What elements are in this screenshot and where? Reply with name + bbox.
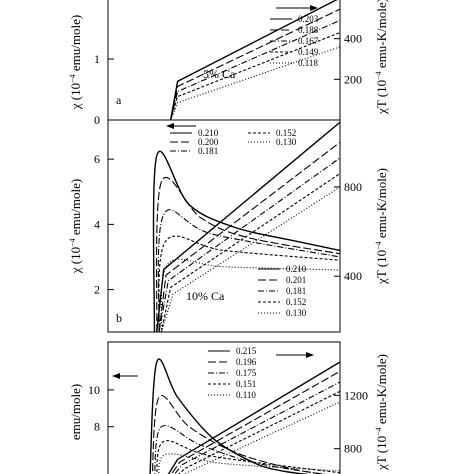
panel-a-chiT-series-2 xyxy=(170,19,340,120)
panel-a-chiT-series-4 xyxy=(170,46,340,120)
legend-label: 0.215 xyxy=(236,346,257,356)
panel-c-chiT-series-3 xyxy=(178,390,340,474)
panel-a-right-tick-label: 200 xyxy=(344,72,362,86)
panel-a-left-tick-label: 1 xyxy=(94,52,100,66)
legend-label: 0.152 xyxy=(286,297,306,307)
panel-a-curves xyxy=(169,0,340,120)
panel-b-left-tick-label: 4 xyxy=(94,217,100,231)
panel-c-curves xyxy=(149,358,340,474)
panel-b-chiT-series-4 xyxy=(160,186,340,332)
legend-label: 0.167 xyxy=(298,36,319,46)
panel-c-chi-series-4 xyxy=(158,453,340,474)
panel-b-left-axis-label: χ (10−4 emu/mole) xyxy=(68,179,83,274)
legend-label: 0.196 xyxy=(236,357,257,367)
legend-label: 0.151 xyxy=(236,379,256,389)
panel-b-right-ticks: 400 800 xyxy=(334,180,362,283)
panel-b-chiT-series-0 xyxy=(156,121,340,332)
panel-b-chiT-series-3 xyxy=(160,173,340,332)
panel-a-arrow-head xyxy=(310,5,318,11)
panel-c-arrow-head xyxy=(112,373,120,379)
panel-c-chiT-series-2 xyxy=(174,381,340,474)
panel-a-left-tick-label: 0 xyxy=(94,113,100,127)
panel-b-arrow-head xyxy=(166,123,174,129)
panel-a-right-ticks: 200 400 xyxy=(334,32,362,86)
legend-label: 0.181 xyxy=(286,286,306,296)
panel-b-right-tick-label: 800 xyxy=(344,180,362,194)
panel-c-right-arrow xyxy=(276,352,314,358)
legend-label: 0.200 xyxy=(198,137,219,147)
panel-b-left-arrow xyxy=(166,123,196,129)
panel-c-right-axis-label: χT (10−4 emu-K/mole) xyxy=(374,354,389,471)
panel-a-right-arrow xyxy=(276,5,318,11)
panel-c-frame xyxy=(107,341,341,474)
legend-label: 0.210 xyxy=(198,128,219,138)
panel-c-chi-series-0 xyxy=(149,358,309,474)
panel-b-plot-area xyxy=(152,121,340,332)
panel-c-left-ticks: 8 10 xyxy=(88,383,114,434)
panel-c-chi-series-3 xyxy=(156,440,340,474)
legend-label: 0.188 xyxy=(298,25,319,35)
legend-label: 0.175 xyxy=(236,368,257,378)
legend-label: 0.110 xyxy=(236,390,256,400)
legend-label: 0.130 xyxy=(276,137,297,147)
panel-c-right-tick-label: 800 xyxy=(344,442,362,456)
panel-b: χ (10−4 emu/mole) χT (10−4 emu-K/mole) b… xyxy=(68,119,389,333)
panel-c-arrow-head-right xyxy=(306,352,314,358)
panel-a-plot-area xyxy=(169,0,340,120)
legend-label: 0.130 xyxy=(286,308,307,318)
legend-label: 0.201 xyxy=(286,275,306,285)
panel-c-left-arrow xyxy=(112,373,138,379)
panel-b-label: b xyxy=(116,311,122,325)
panel-b-left-tick-label: 2 xyxy=(94,283,100,297)
panel-b-right-axis-label: χT (10−4 emu-K/mole) xyxy=(374,168,389,285)
panel-a-right-tick-label: 400 xyxy=(344,32,362,46)
panel-a-left-axis-label: χ (10−4 emu/mole) xyxy=(68,15,83,110)
panel-a-composition: 5% Ca xyxy=(203,67,236,81)
panel-a-chiT-series-3 xyxy=(170,32,340,120)
panel-c: emu/mole) χT (10−4 emu-K/mole) 8 10 800 12… xyxy=(68,341,389,474)
legend-label: 0.203 xyxy=(298,14,319,24)
panel-b-chi-series-2 xyxy=(157,209,340,332)
panel-b-frame xyxy=(107,119,341,333)
legend-label: 0.149 xyxy=(298,47,319,57)
panel-b-chiT-series-2 xyxy=(158,157,340,332)
panel-c-chiT-series-4 xyxy=(183,401,340,474)
panel-c-chi-series-2 xyxy=(154,424,327,474)
legend-label: 0.118 xyxy=(298,58,318,68)
panel-a-right-axis-label: χT (10−4 emu-K/mole) xyxy=(374,0,389,115)
panel-c-chiT-series-0 xyxy=(167,361,340,474)
panel-c-left-tick-label: 10 xyxy=(88,383,100,397)
panel-b-chi-series-3 xyxy=(158,235,340,332)
panel-c-right-ticks: 800 1200 xyxy=(334,388,368,456)
panel-b-left-tick-label: 6 xyxy=(94,152,100,166)
panel-a-left-ticks: 01 xyxy=(94,52,114,127)
legend-label: 0.210 xyxy=(286,264,307,274)
panel-c-right-tick-label: 1200 xyxy=(344,388,368,402)
panel-c-chiT-series-1 xyxy=(170,370,340,474)
panel-b-chi-series-1 xyxy=(156,176,340,332)
panel-a-label: a xyxy=(116,93,122,107)
panel-b-composition: 10% Ca xyxy=(186,289,225,303)
panel-b-chiT-series-1 xyxy=(158,141,340,332)
panel-b-curves xyxy=(152,121,340,332)
panel-c-left-axis-label: emu/mole) xyxy=(68,384,83,440)
legend-label: 0.152 xyxy=(276,128,296,138)
legend-label: 0.181 xyxy=(198,146,218,156)
panel-b-left-ticks: 2 4 6 xyxy=(94,152,114,297)
panel-c-plot-area xyxy=(149,358,340,474)
panel-b-right-tick-label: 400 xyxy=(344,269,362,283)
panel-c-left-tick-label: 8 xyxy=(94,420,100,434)
panel-a: χ (10−4 emu/mole) χT (10−4 emu-K/mole) a… xyxy=(68,0,389,127)
